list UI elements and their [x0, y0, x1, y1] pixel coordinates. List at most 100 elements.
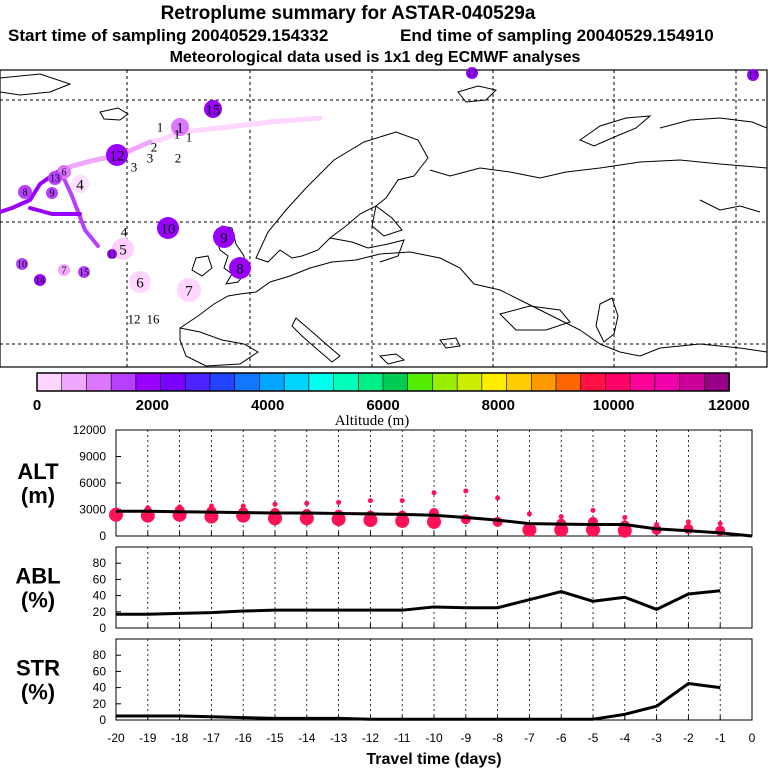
x-tick-label: -16: [235, 731, 253, 745]
plume-marker-label: 7: [62, 266, 67, 277]
plume-marker: 2: [175, 151, 182, 166]
altitude-point: [427, 514, 441, 529]
colorbar-tick-label: 2000: [136, 397, 169, 414]
plume-marker-dot: [177, 278, 201, 302]
altitude-point: [240, 503, 246, 509]
x-tick-label: -20: [107, 731, 125, 745]
plume-marker-label: 12: [110, 148, 125, 164]
plume-marker-label: 2: [151, 140, 158, 155]
plume-marker-label: 17: [748, 71, 758, 82]
plume-marker-label: 4: [76, 177, 84, 193]
series-line-abl: [116, 589, 721, 616]
plume-trajectory: [0, 115, 323, 248]
plume-marker-label: 15: [79, 268, 89, 279]
plume-marker-label: 17: [467, 69, 477, 80]
colorbar-cell: [234, 372, 261, 392]
colorbar-cell: [259, 372, 285, 392]
x-tick-label: 0: [749, 731, 756, 745]
plume-marker-label: 13: [50, 174, 60, 185]
plume-marker-label: 16: [147, 312, 161, 327]
x-tick-label: -8: [492, 731, 503, 745]
plume-marker-dot: [16, 258, 28, 270]
plume-marker: 3: [131, 160, 138, 175]
plume-marker: 17: [466, 67, 478, 80]
plume-marker-label: 9: [220, 230, 228, 246]
x-tick-label: -13: [330, 731, 348, 745]
altitude-point: [558, 514, 564, 520]
colorbar-cell: [580, 372, 607, 392]
colorbar-cell: [357, 372, 384, 392]
altitude-point: [395, 513, 410, 528]
plume-marker: 7: [177, 278, 201, 302]
x-tick-label: -12: [362, 731, 380, 745]
altitude-point: [463, 488, 469, 494]
panel-label: STR: [16, 656, 60, 681]
altitude-point: [495, 495, 501, 501]
y-tick-label: 60: [93, 572, 107, 586]
sampling-end: End time of sampling 20040529.154910: [400, 26, 714, 45]
colorbar-cell: [308, 372, 335, 392]
plume-marker: 4: [121, 225, 128, 240]
y-tick-label: 20: [93, 697, 107, 711]
colorbar-cell: [530, 372, 557, 392]
plume-marker: 15: [204, 100, 222, 118]
plume-marker-label: 10: [161, 221, 176, 237]
coastlines: [0, 73, 768, 367]
plume-marker: 3: [147, 151, 154, 166]
plume-marker-dot: [71, 175, 89, 193]
colorbar-cell: [110, 372, 137, 392]
y-tick-label: 60: [93, 664, 107, 678]
plume-marker-label: 15: [206, 102, 221, 118]
colorbar-cell: [283, 372, 310, 392]
altitude-point: [172, 507, 187, 522]
plume-marker-dot: [48, 171, 62, 185]
plume-marker-label: 6: [62, 168, 67, 179]
plume-marker-dot: [229, 257, 251, 279]
plume-marker-label: 11: [107, 250, 117, 261]
plume-marker-label: 3: [131, 160, 138, 175]
plume-marker-label: 12: [128, 312, 141, 327]
altitude-point: [236, 508, 251, 523]
y-tick-label: 3000: [79, 503, 106, 517]
x-tick-label: -3: [651, 731, 662, 745]
y-tick-label: 12000: [73, 423, 107, 437]
altitude-point: [617, 523, 632, 538]
plume-marker-dot: [34, 274, 46, 286]
plume-marker-label: 1: [157, 120, 164, 135]
plume-marker-label: 2: [175, 151, 182, 166]
plume-marker-dot: [112, 238, 134, 260]
colorbar-cell: [184, 372, 211, 392]
plume-marker: 6: [129, 271, 151, 293]
x-tick-label: -9: [460, 731, 471, 745]
altitude-point: [590, 507, 596, 513]
altitude-point: [367, 498, 373, 504]
plume-marker-dot: [78, 266, 90, 278]
colorbar-cell: [333, 372, 360, 392]
colorbar-tick-label: 0: [33, 397, 41, 414]
x-axis-title: Travel time (days): [366, 751, 501, 768]
altitude-point: [586, 522, 600, 537]
y-tick-label: 0: [99, 529, 106, 543]
plume-marker: 17: [747, 69, 759, 82]
panel-label: (%): [21, 588, 55, 613]
plume-marker: 7: [58, 264, 70, 277]
altitude-point: [336, 499, 342, 505]
plume-marker-label: 9: [50, 189, 55, 200]
x-tick-label: -15: [266, 731, 284, 745]
plume-markers: 11 1 1223344566778899101011121213141515161…: [16, 67, 759, 327]
x-tick-label: -6: [556, 731, 567, 745]
plume-marker-label: 1: [176, 120, 184, 136]
met-data-note: Meteorological data used is 1x1 deg ECMW…: [170, 49, 581, 66]
map-frame: [0, 69, 768, 368]
plume-marker: 12: [106, 144, 128, 166]
plume-marker-dot: [204, 100, 222, 118]
x-tick-label: -17: [203, 731, 221, 745]
altitude-point: [399, 498, 405, 504]
y-tick-label: 80: [93, 648, 107, 662]
altitude-point: [554, 522, 569, 537]
x-tick-label: -1: [715, 731, 726, 745]
colorbar-cell: [481, 372, 508, 392]
altitude-point: [331, 512, 346, 527]
plume-marker-dot: [58, 264, 70, 276]
